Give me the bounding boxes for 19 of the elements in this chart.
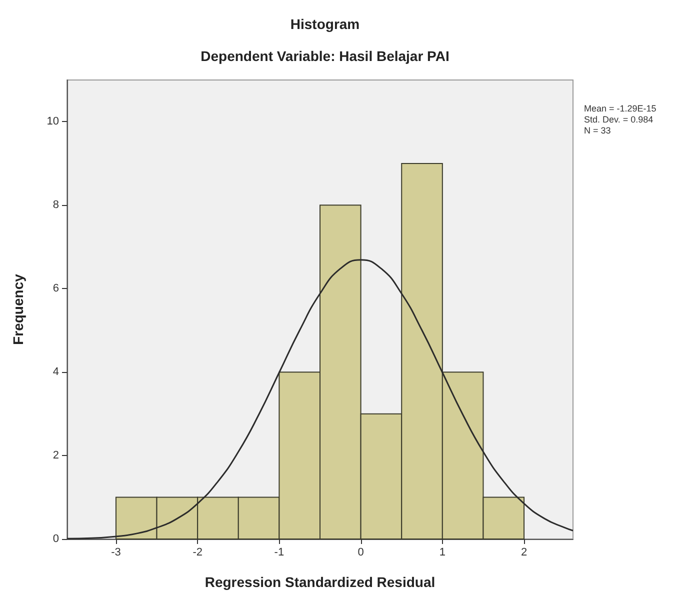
y-axis-title: Frequency [10, 274, 26, 345]
x-tick-label: 2 [520, 546, 528, 558]
y-tick-label: 8 [52, 199, 59, 212]
x-tick-label: 0 [358, 546, 364, 558]
chart-subtitle: Dependent Variable: Hasil Belajar PAI [200, 48, 450, 64]
y-tick-label: 6 [52, 282, 59, 295]
x-tick-label: -3 [111, 546, 121, 558]
y-tick-label: 10 [46, 116, 59, 128]
text: Mean = -1.29E-15 [584, 104, 656, 114]
text: Std. Dev. = 0.984 [584, 114, 654, 124]
y-tick-label: 0 [52, 533, 59, 545]
chart-title: Histogram [290, 16, 360, 32]
x-axis-title: Regression Standardized Residual [204, 574, 436, 590]
x-tick-label: 1 [439, 546, 446, 558]
y-tick-label: 2 [52, 450, 59, 462]
text: N = 33 [584, 126, 611, 136]
x-tick-label: -1 [274, 546, 284, 558]
x-tick-label: -2 [192, 546, 202, 558]
y-tick-label: 4 [52, 366, 59, 378]
